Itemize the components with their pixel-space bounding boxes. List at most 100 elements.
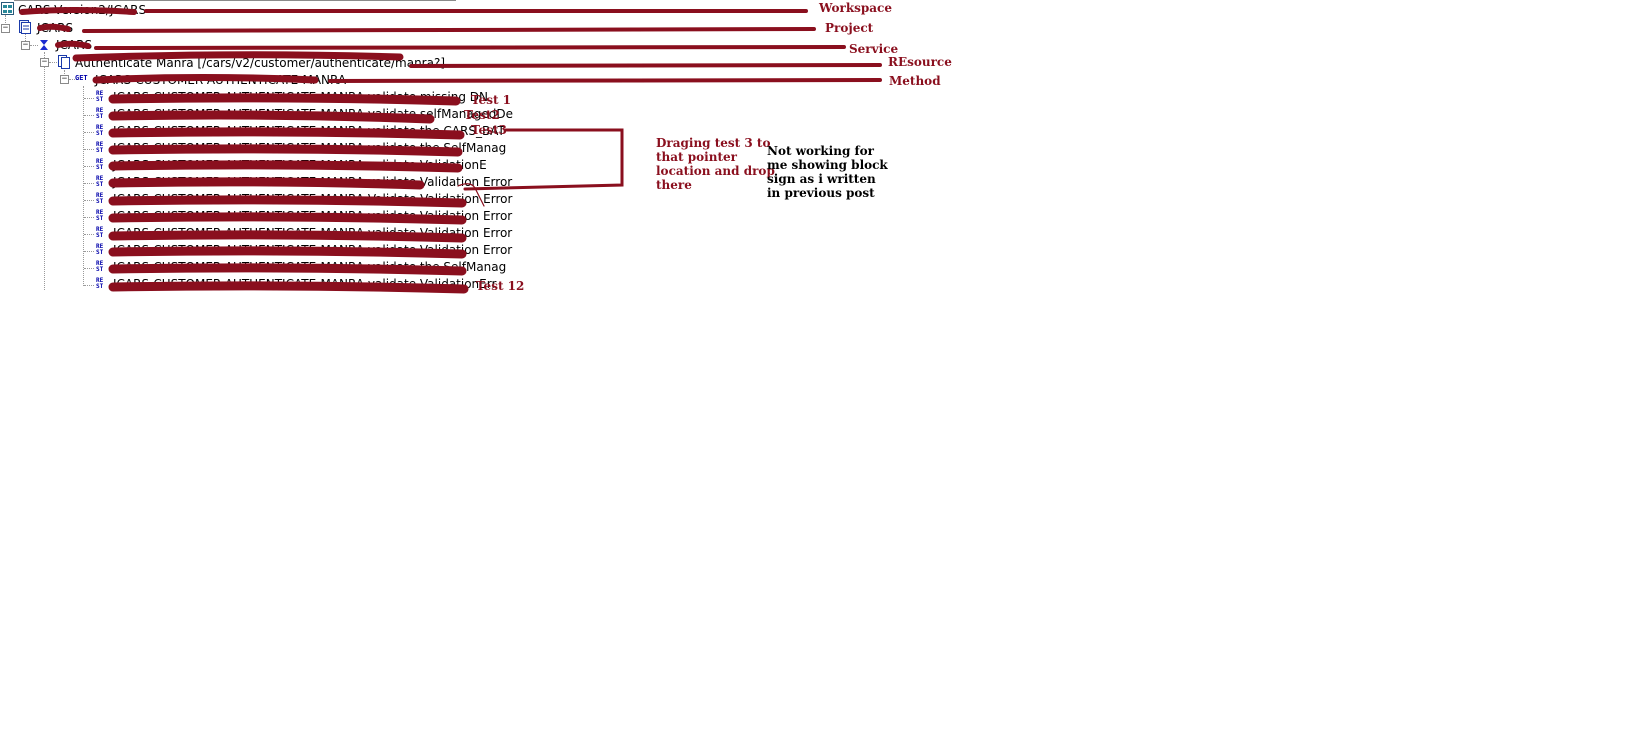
rest-test-icon: RE ST	[96, 278, 108, 290]
note-line: location and drop	[656, 164, 775, 178]
redaction-stroke	[108, 127, 465, 140]
tree-guide-line	[5, 15, 6, 29]
redaction-stroke	[19, 7, 137, 15]
rest-icon-bottom: ST	[96, 147, 104, 154]
tree-guide-line	[84, 115, 94, 116]
annotation-resource: REsource	[888, 55, 952, 69]
tree-guide-line	[84, 268, 94, 269]
tree-guide-line	[84, 285, 94, 286]
note-line: there	[656, 178, 692, 192]
rest-icon-top: RE	[96, 260, 104, 267]
tree-guide-line	[84, 217, 94, 218]
rest-test-icon: RE ST	[96, 193, 108, 205]
annotation-test2: Test2	[464, 108, 500, 122]
redaction-stroke	[108, 246, 467, 259]
rest-test-icon: RE ST	[96, 159, 108, 171]
rest-icon-top: RE	[96, 141, 104, 148]
redaction-stroke	[108, 230, 467, 243]
tree-guide-line	[84, 149, 94, 150]
tree-guide-line	[84, 132, 94, 133]
note-line: in previous post	[767, 186, 875, 200]
annotation-method: Method	[889, 74, 941, 88]
annotation-test1: Test 1	[471, 93, 512, 107]
redaction-stroke	[108, 93, 461, 106]
rest-test-icon: RE ST	[96, 244, 108, 256]
collapse-toggle-method[interactable]: −	[60, 74, 69, 84]
rest-test-icon: RE ST	[96, 142, 108, 154]
rest-icon-bottom: ST	[96, 232, 104, 239]
rest-test-icon: RE ST	[96, 176, 108, 188]
rest-icon-top: RE	[96, 226, 104, 233]
resource-icon	[58, 55, 70, 69]
redaction-stroke	[108, 144, 463, 157]
collapse-toggle-resource[interactable]: −	[40, 57, 49, 67]
tree-guide-line	[30, 45, 38, 46]
annotation-service: Service	[849, 42, 899, 56]
rest-icon-bottom: ST	[96, 198, 104, 205]
rest-test-icon: RE ST	[96, 210, 108, 222]
rest-icon-bottom: ST	[96, 266, 104, 273]
annotation-test12: Test 12	[476, 279, 525, 293]
rest-icon-bottom: ST	[96, 96, 104, 103]
project-icon	[19, 20, 31, 34]
rest-test-icon: RE ST	[96, 261, 108, 273]
tree-node-resource[interactable]: Authenticate Manra [/cars/v2/customer/au…	[75, 56, 446, 70]
tree-guide-line	[84, 200, 94, 201]
tree-guide-line	[84, 166, 94, 167]
annotation-project: Project	[825, 21, 874, 35]
collapse-toggle-project[interactable]: −	[1, 23, 10, 33]
pointer-line-resource	[409, 63, 882, 68]
rest-icon-bottom: ST	[96, 130, 104, 137]
tree-guide-line	[44, 52, 45, 290]
tree-guide-line	[69, 79, 77, 80]
rest-icon-top: RE	[96, 158, 104, 165]
rest-icon-top: RE	[96, 124, 104, 131]
redaction-stroke	[108, 263, 467, 276]
rest-icon-top: RE	[96, 175, 104, 182]
rest-icon-top: RE	[96, 209, 104, 216]
rest-icon-top: RE	[96, 277, 104, 284]
get-method-icon: GET	[75, 74, 88, 82]
annotation-workspace: Workspace	[819, 1, 893, 15]
redaction-stroke	[108, 212, 467, 225]
redaction-stroke	[108, 195, 467, 208]
redaction-stroke	[108, 281, 469, 294]
redaction-stroke	[108, 110, 435, 124]
tree-guide-line	[84, 98, 94, 99]
rest-icon-top: RE	[96, 107, 104, 114]
tree-guide-line	[25, 33, 26, 45]
tree-guide-line	[84, 251, 94, 252]
rest-test-icon: RE ST	[96, 91, 108, 103]
drag-path-line	[463, 128, 624, 191]
service-icon	[40, 40, 48, 50]
redaction-stroke	[72, 51, 404, 62]
tree-guide-line	[49, 62, 57, 63]
rest-icon-bottom: ST	[96, 181, 104, 188]
rest-test-icon: RE ST	[96, 108, 108, 120]
tree-guide-line	[84, 183, 94, 184]
drag-instruction-note: Draging test 3 to that pointer location …	[656, 136, 775, 192]
tree-guide-line	[84, 234, 94, 235]
redaction-stroke	[108, 160, 463, 173]
redaction-stroke	[55, 40, 91, 49]
pointer-line-service	[94, 45, 846, 50]
pointer-line-project	[82, 27, 816, 33]
note-line: me showing block	[767, 158, 888, 172]
rest-icon-top: RE	[96, 243, 104, 250]
note-line: sign as i written	[767, 172, 876, 186]
pointer-line-method	[328, 78, 882, 83]
note-line: Draging test 3 to	[656, 136, 771, 150]
rest-icon-bottom: ST	[96, 249, 104, 256]
window-top-border	[14, 0, 456, 1]
rest-test-icon: RE ST	[96, 125, 108, 137]
rest-icon-top: RE	[96, 192, 104, 199]
redaction-stroke	[108, 177, 425, 190]
rest-icon-bottom: ST	[96, 215, 104, 222]
collapse-toggle-service[interactable]: −	[21, 40, 30, 50]
redaction-stroke	[92, 74, 319, 84]
rest-icon-bottom: ST	[96, 164, 104, 171]
tree-guide-line	[83, 86, 84, 286]
workspace-icon	[1, 2, 14, 15]
rest-test-icon: RE ST	[96, 227, 108, 239]
